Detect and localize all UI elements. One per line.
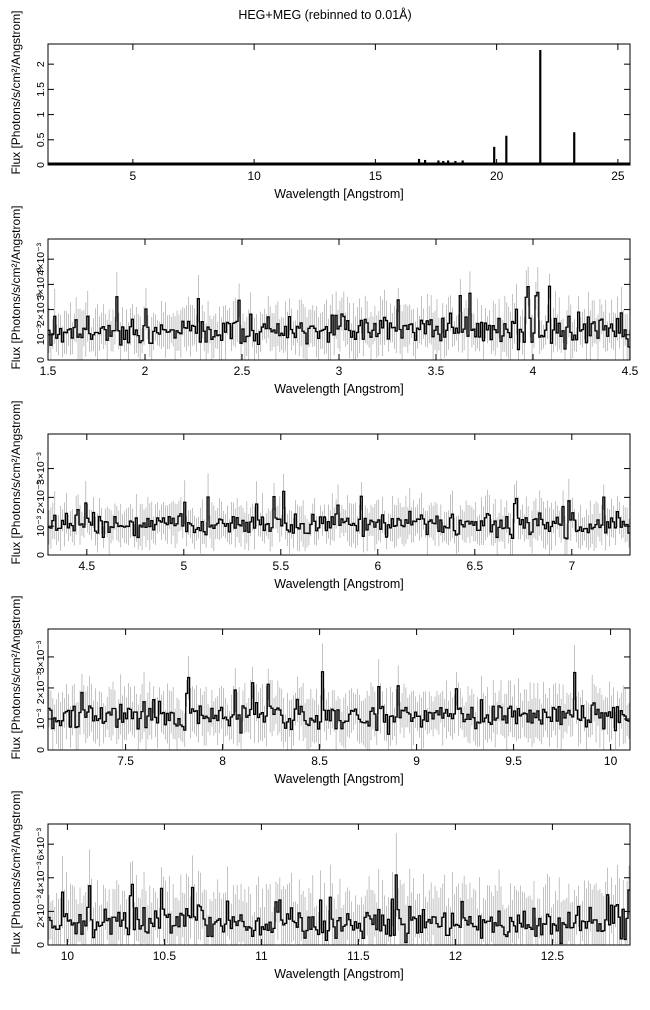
y-tick-label: 3×10⁻³ xyxy=(35,640,47,673)
x-axis-label: Wavelength [Angstrom] xyxy=(274,577,403,591)
x-tick-label: 7 xyxy=(568,559,575,573)
spectrum-panel-1: 1.5 2 2.5 3 3.5 4 4.5 0 10⁻³2×10⁻³3×10⁻³4×10⁻³ Wa… xyxy=(9,205,639,396)
spectrum-data xyxy=(48,643,630,750)
x-tick-label: 2 xyxy=(142,364,149,378)
y-tick-label: 0 xyxy=(35,747,47,753)
spectrum-histogram xyxy=(48,285,630,351)
x-tick-label: 12 xyxy=(449,949,463,963)
y-tick-label: 0 xyxy=(35,552,47,558)
y-tick-label: 0.5 xyxy=(35,132,47,147)
spectrum-panel-4: 10 10.5 11 11.5 12 12.5 0 2×10⁻³4×10⁻³6×10⁻³ Wav… xyxy=(9,790,631,981)
y-tick-label: 0 xyxy=(35,942,47,948)
y-tick-label: 4×10⁻³ xyxy=(35,861,47,894)
x-tick-label: 4.5 xyxy=(78,559,95,573)
figure-title: HEG+MEG (rebinned to 0.01Å) xyxy=(238,8,412,22)
y-tick-label: 10⁻³ xyxy=(35,708,47,729)
y-axis-label: Flux [Photons/s/cm²/Angstrom] xyxy=(9,595,23,759)
x-tick-label: 3 xyxy=(336,364,343,378)
x-tick-label: 8.5 xyxy=(311,754,328,768)
plot-frame xyxy=(47,43,631,166)
plot-frame xyxy=(47,433,631,556)
y-axis-label: Flux [Photons/s/cm²/Angstrom] xyxy=(9,205,23,369)
spectrum-data xyxy=(48,50,630,165)
y-tick-label: 10⁻³ xyxy=(35,515,47,536)
spectrum-data xyxy=(48,833,630,945)
y-tick-label: 2 xyxy=(35,61,47,67)
x-tick-label: 6 xyxy=(374,559,381,573)
x-tick-label: 7.5 xyxy=(117,754,134,768)
spectrum-histogram xyxy=(48,671,630,735)
plot-frame xyxy=(47,823,631,946)
x-tick-label: 11.5 xyxy=(347,949,370,963)
x-tick-label: 9 xyxy=(413,754,420,768)
x-axis-label: Wavelength [Angstrom] xyxy=(274,772,403,786)
y-tick-label: 3×10⁻³ xyxy=(35,268,47,301)
x-tick-label: 15 xyxy=(369,169,383,183)
spectrum-panel-full: 5 10 15 20 25 0 0.5 1 1.5 2 Wavelength [Angstrom] F… xyxy=(9,10,631,201)
spectrum-histogram xyxy=(48,490,630,540)
y-tick-label: 1.5 xyxy=(35,82,47,97)
x-axis-label: Wavelength [Angstrom] xyxy=(274,187,403,201)
x-tick-label: 1.5 xyxy=(40,364,57,378)
plot-frame xyxy=(47,628,631,751)
y-tick-label: 0 xyxy=(35,357,47,363)
y-tick-label: 2×10⁻³ xyxy=(35,481,47,514)
x-tick-label: 2.5 xyxy=(234,364,251,378)
spectrum-data xyxy=(48,267,630,360)
spectrum-data xyxy=(48,473,630,555)
x-tick-label: 5 xyxy=(130,169,137,183)
y-tick-label: 2×10⁻³ xyxy=(35,293,47,326)
y-axis-label: Flux [Photons/s/cm²/Angstrom] xyxy=(9,10,23,174)
y-tick-label: 3×10⁻³ xyxy=(35,452,47,485)
x-tick-label: 20 xyxy=(490,169,504,183)
y-tick-label: 0 xyxy=(35,162,47,168)
x-tick-label: 6.5 xyxy=(466,559,483,573)
spectrum-histogram xyxy=(48,874,630,945)
y-tick-label: 10⁻³ xyxy=(35,324,47,345)
x-tick-label: 25 xyxy=(611,169,625,183)
x-tick-label: 10 xyxy=(61,949,75,963)
x-tick-label: 4 xyxy=(530,364,537,378)
y-tick-label: 2×10⁻³ xyxy=(35,895,47,928)
x-tick-label: 10 xyxy=(247,169,261,183)
plot-frame xyxy=(47,238,631,361)
x-tick-label: 5.5 xyxy=(272,559,289,573)
x-tick-label: 12.5 xyxy=(541,949,565,963)
spectrum-panel-2: 4.5 5 5.5 6 6.5 7 0 10⁻³2×10⁻³3×10⁻³ Wavelength … xyxy=(9,400,631,591)
y-tick-label: 2×10⁻³ xyxy=(35,671,47,704)
y-tick-label: 1 xyxy=(35,112,47,118)
y-tick-label: 6×10⁻³ xyxy=(35,827,47,860)
x-tick-label: 10.5 xyxy=(153,949,177,963)
y-tick-label: 4×10⁻³ xyxy=(35,242,47,275)
x-tick-label: 5 xyxy=(180,559,187,573)
spectrum-panel-3: 7.5 8 8.5 9 9.5 10 0 10⁻³ 2×10⁻³3×10⁻³ Wavelength… xyxy=(9,595,631,786)
y-axis-label: Flux [Photons/s/cm²/Angstrom] xyxy=(9,400,23,564)
x-tick-label: 9.5 xyxy=(505,754,522,768)
x-tick-label: 10 xyxy=(604,754,618,768)
x-tick-label: 11 xyxy=(255,949,268,963)
x-axis-label: Wavelength [Angstrom] xyxy=(274,382,403,396)
y-axis-label: Flux [Photons/s/cm²/Angstrom] xyxy=(9,790,23,954)
x-tick-label: 3.5 xyxy=(428,364,445,378)
x-tick-label: 8 xyxy=(219,754,226,768)
x-axis-label: Wavelength [Angstrom] xyxy=(274,967,403,981)
x-tick-label: 4.5 xyxy=(622,364,639,378)
